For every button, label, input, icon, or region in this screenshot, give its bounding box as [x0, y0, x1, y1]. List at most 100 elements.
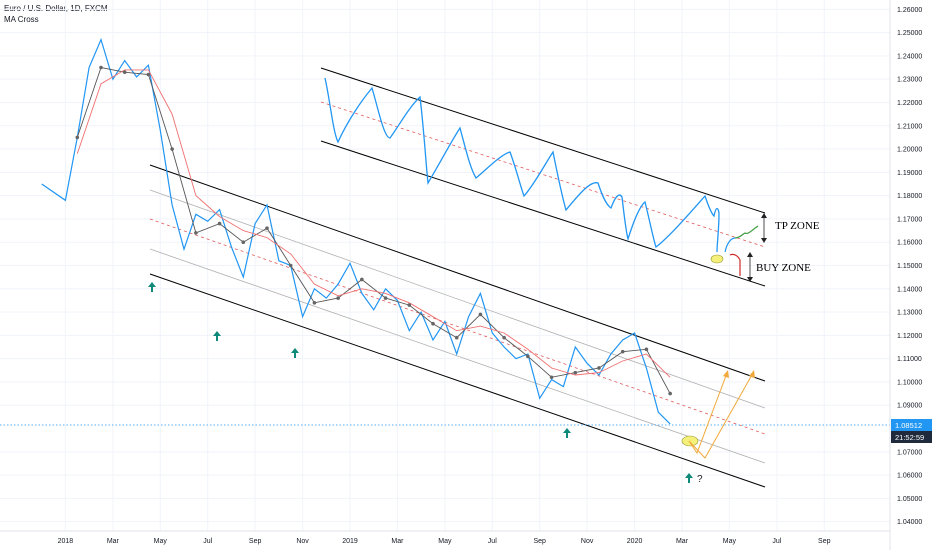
- time-axis-ticks: 2018 Mar May Jul Sep Nov 2019 Mar May Jul Sep Nov 20…: [58, 538, 831, 545]
- y-tick-label: 1.19000: [897, 170, 922, 177]
- projection-arrowhead-far: [749, 370, 755, 378]
- x-tick-label: Sep: [533, 538, 546, 545]
- channel-lines: [0, 164, 890, 488]
- projection-arrowhead-near: [723, 370, 729, 378]
- ma-cross-dot: [620, 349, 625, 354]
- ma-cross-dot: [122, 70, 127, 74]
- buy-zone-arrow: [747, 252, 753, 282]
- schematic-upper-line: [320, 67, 766, 214]
- arrow-up-icon: [148, 282, 156, 292]
- schematic-lower-line: [320, 140, 766, 287]
- ma-cross-dot: [431, 321, 435, 326]
- y-tick-label: 1.23000: [897, 77, 922, 84]
- schematic-wave: [324, 77, 720, 253]
- ma-cross-dot: [407, 303, 412, 307]
- y-tick-label: 1.07000: [897, 449, 922, 456]
- ma-cross-dot: [360, 277, 364, 282]
- x-tick-label: Mar: [391, 538, 404, 545]
- ma-cross-dot: [573, 370, 578, 375]
- price-axis[interactable]: 1.26000 1.25000 1.24000 1.23000 1.22000 1.210…: [889, 0, 932, 550]
- schematic-low-highlight: [710, 254, 724, 264]
- ma-cross-dot: [312, 300, 317, 305]
- y-tick-label: 1.13000: [897, 310, 922, 317]
- x-tick-label: 2019: [342, 538, 358, 545]
- series-line-price: [41, 37, 671, 425]
- y-tick-label: 1.04000: [897, 519, 922, 526]
- x-tick-label: Jul: [772, 538, 781, 545]
- series-line-ma_fast: [76, 66, 671, 394]
- current-price-value: 1.08512: [895, 421, 922, 430]
- y-tick-label: 1.18000: [897, 193, 922, 200]
- current-price-tag: 1.08512: [891, 419, 932, 431]
- buy-projection-path: [729, 253, 741, 276]
- channel-lower-line: [149, 273, 766, 488]
- y-tick-label: 1.16000: [897, 240, 922, 247]
- channel-midline: [149, 218, 766, 435]
- y-tick-label: 1.15000: [897, 263, 922, 270]
- projection-paths: [681, 370, 755, 459]
- ma-cross-dot: [146, 72, 151, 77]
- ma-cross-dot: [454, 335, 459, 340]
- y-tick-label: 1.26000: [897, 7, 922, 14]
- ma-cross-dot: [288, 263, 293, 268]
- schematic-projection: [724, 237, 736, 253]
- tp-zone-label: TP ZONE: [775, 220, 820, 232]
- x-tick-label: Mar: [107, 538, 120, 545]
- channel-upper-line: [149, 164, 766, 382]
- y-tick-label: 1.09000: [897, 403, 922, 410]
- x-tick-label: Sep: [249, 538, 262, 545]
- current-low-highlight: [681, 435, 699, 447]
- x-tick-label: Jul: [488, 538, 497, 545]
- legend: Euro / U.S. Dollar, 1D, FXCM MA Cross: [4, 3, 108, 25]
- series-layer: [41, 37, 671, 425]
- ma-cross-dot: [478, 312, 483, 317]
- x-tick-label: May: [438, 538, 452, 545]
- x-tick-label: Nov: [581, 538, 594, 545]
- arrow-up-icon: [685, 473, 693, 483]
- y-tick-label: 1.05000: [897, 496, 922, 503]
- arrow-up-icon: [563, 428, 571, 438]
- tp-projection-path: [734, 225, 759, 239]
- ma-cross-dot: [265, 226, 269, 231]
- y-tick-label: 1.25000: [897, 30, 922, 37]
- ma-cross-dot: [241, 240, 246, 245]
- channel-inner-upper-line: [149, 189, 766, 409]
- ma-cross-dots: [75, 65, 672, 396]
- y-tick-label: 1.06000: [897, 473, 922, 480]
- y-tick-label: 1.24000: [897, 53, 922, 60]
- x-tick-label: Jul: [203, 538, 212, 545]
- ma-cross-dot: [597, 366, 601, 370]
- legend-indicator: MA Cross: [4, 15, 39, 24]
- projection-path-near: [688, 372, 728, 455]
- y-tick-label: 1.20000: [897, 147, 922, 154]
- schematic-channel: TP ZONE BUY ZONE: [320, 67, 820, 287]
- ma-cross-dot: [502, 335, 506, 340]
- buy-zone-label: BUY ZONE: [756, 262, 811, 274]
- tp-zone-arrow: [761, 213, 767, 243]
- countdown-value: 21:52:59: [895, 433, 924, 442]
- y-tick-label: 1.22000: [897, 100, 922, 107]
- y-tick-label: 1.10000: [897, 379, 922, 386]
- ma-cross-dot: [194, 231, 198, 235]
- x-tick-label: 2020: [627, 538, 643, 545]
- schematic-midline: [320, 101, 766, 248]
- legend-symbol: Euro / U.S. Dollar, 1D, FXCM: [4, 4, 108, 13]
- gridlines: [0, 0, 890, 531]
- channel-inner-lower-line: [149, 248, 766, 464]
- price-axis-ticks: 1.26000 1.25000 1.24000 1.23000 1.22000 1.210…: [897, 7, 922, 526]
- y-tick-label: 1.12000: [897, 333, 922, 340]
- ma-cross-dot: [549, 375, 554, 380]
- ma-cross-dot: [383, 296, 388, 300]
- bounce-arrows: ?: [148, 282, 703, 485]
- ma-cross-dot: [336, 296, 340, 300]
- x-tick-label: Mar: [676, 538, 689, 545]
- y-tick-label: 1.14000: [897, 286, 922, 293]
- ma-cross-dot: [170, 147, 174, 151]
- ma-cross-dot: [75, 135, 80, 140]
- x-tick-label: Sep: [818, 538, 831, 545]
- x-tick-label: Nov: [296, 538, 309, 545]
- ma-cross-dot: [217, 221, 222, 226]
- time-axis[interactable]: 2018 Mar May Jul Sep Nov 2019 Mar May Jul Sep Nov 20…: [0, 530, 890, 545]
